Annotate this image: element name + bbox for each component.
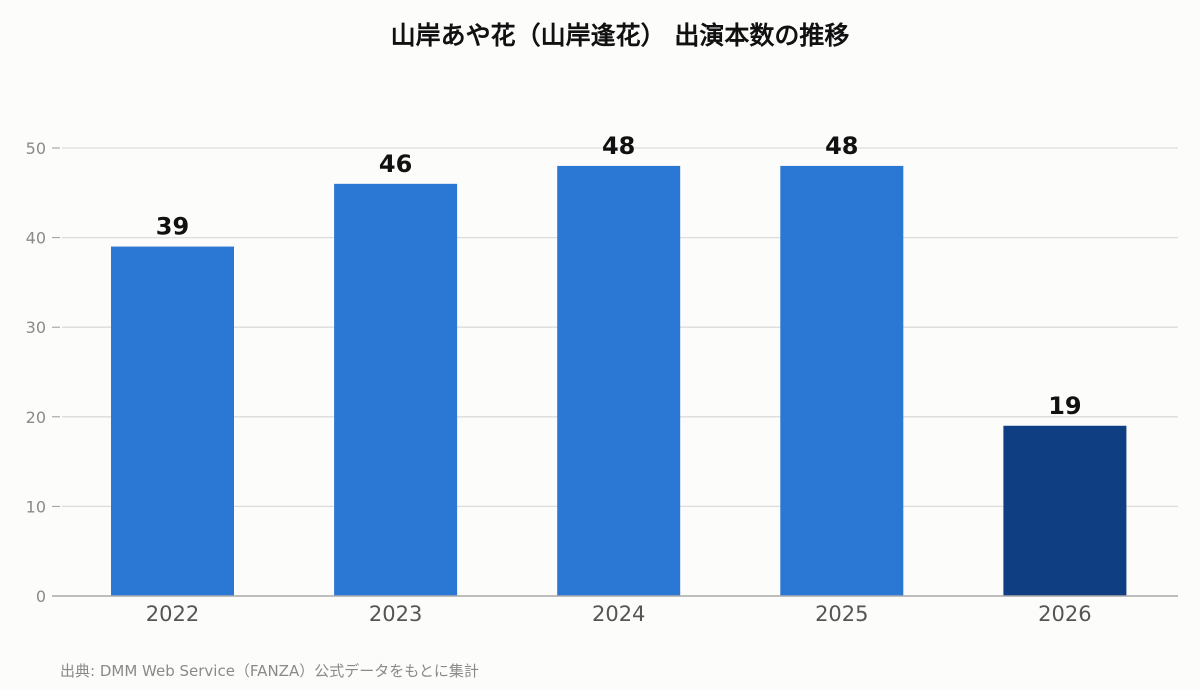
data-label-2024: 48 <box>602 132 635 160</box>
source-note: 出典: DMM Web Service（FANZA）公式データをもとに集計 <box>60 662 479 680</box>
bars <box>111 165 1127 597</box>
y-tick-label: 40 <box>26 229 46 248</box>
bar-2022 <box>111 246 234 596</box>
x-axis: 2022 2023 2024 2025 2026 <box>146 602 1092 626</box>
y-axis: 0 10 20 30 40 50 <box>26 139 60 606</box>
data-label-2026: 19 <box>1048 392 1081 420</box>
x-tick-label-2023: 2023 <box>369 602 422 626</box>
chart-title: 山岸あや花（山岸逢花） 出演本数の推移 <box>391 21 850 50</box>
bar-2026 <box>1003 425 1127 596</box>
x-tick-label-2025: 2025 <box>815 602 868 626</box>
y-tick-label: 0 <box>36 587 46 606</box>
y-tick-label: 10 <box>26 497 46 516</box>
y-tick-label: 30 <box>26 318 46 337</box>
y-tick-label: 20 <box>26 408 46 427</box>
bar-2025 <box>780 165 904 597</box>
bar-2024 <box>557 165 681 597</box>
x-tick-label-2026: 2026 <box>1038 602 1091 626</box>
y-tick-label: 50 <box>26 139 46 158</box>
x-tick-label-2022: 2022 <box>146 602 199 626</box>
bar-2023 <box>334 183 458 596</box>
x-tick-label-2024: 2024 <box>592 602 645 626</box>
data-labels: 39 46 48 48 19 <box>156 132 1082 420</box>
data-label-2023: 46 <box>379 150 412 178</box>
data-label-2025: 48 <box>825 132 858 160</box>
data-label-2022: 39 <box>156 213 189 241</box>
